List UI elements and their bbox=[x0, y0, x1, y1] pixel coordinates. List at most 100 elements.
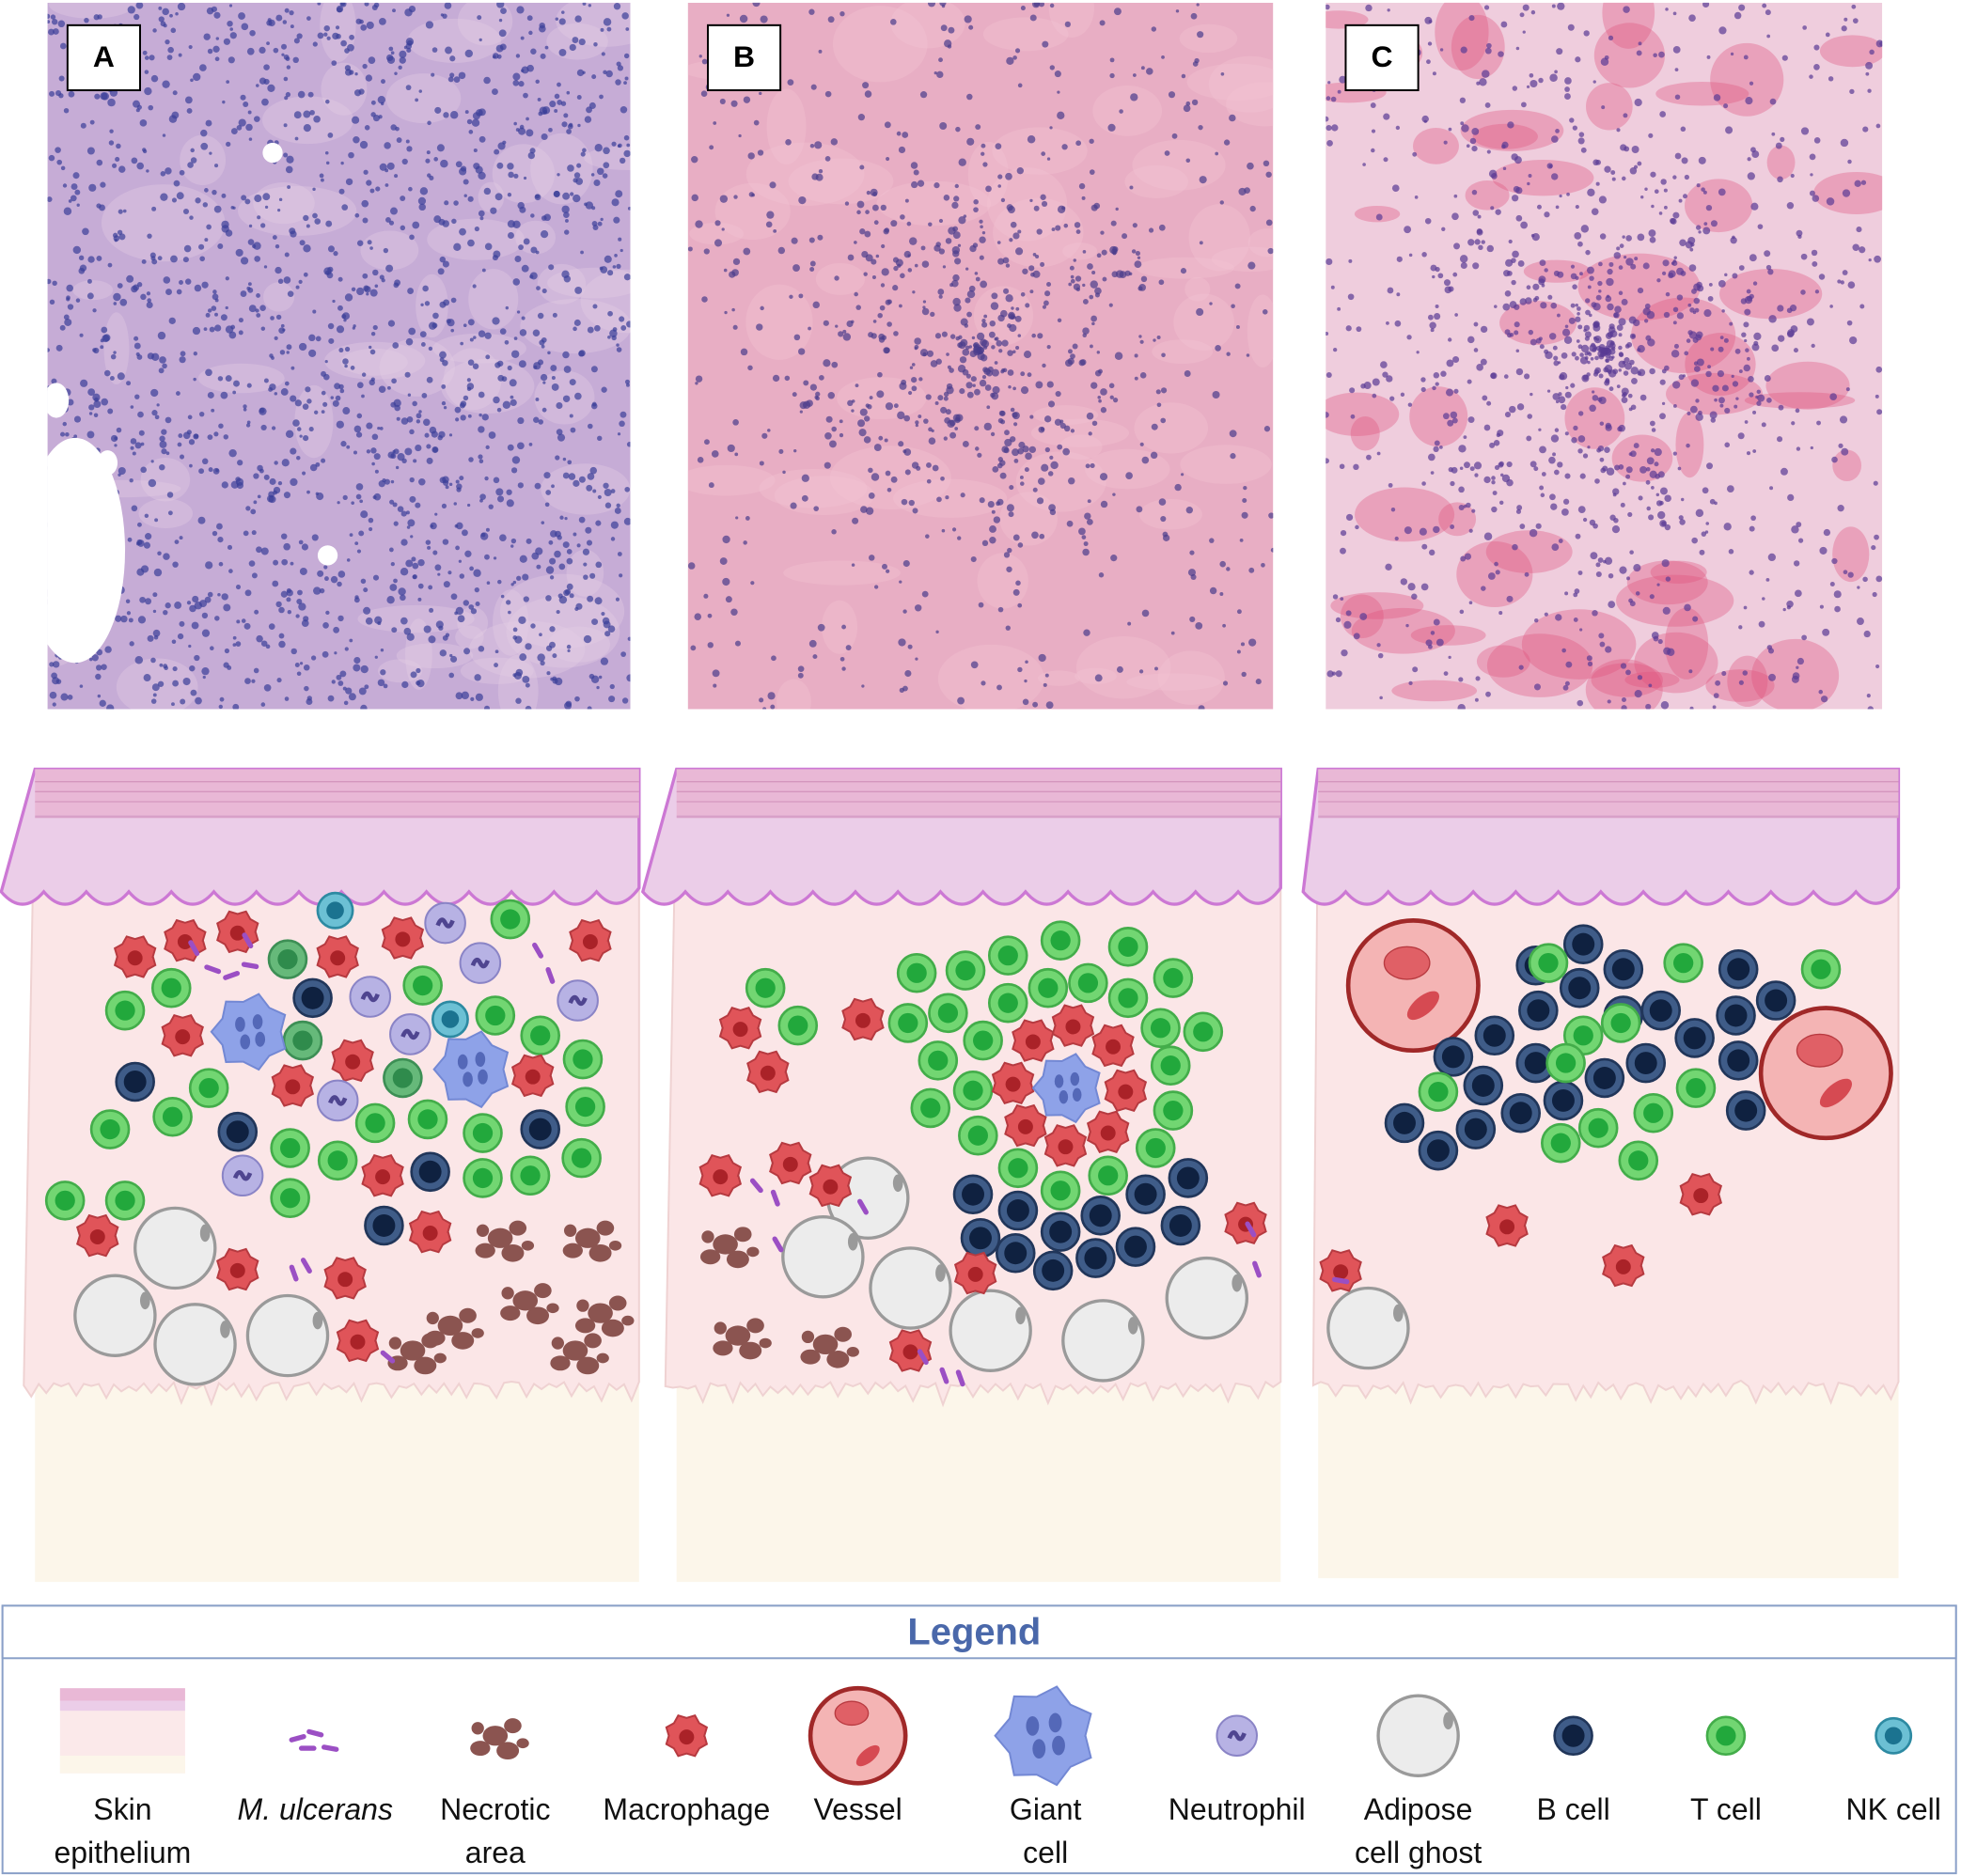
nucleus bbox=[1646, 310, 1655, 320]
nucleus bbox=[1580, 147, 1587, 153]
nucleus bbox=[370, 377, 375, 382]
nucleus bbox=[256, 634, 263, 643]
nucleus bbox=[861, 684, 865, 688]
macrophage-nucleus bbox=[713, 1169, 729, 1185]
nucleus bbox=[812, 301, 820, 309]
nucleus bbox=[930, 360, 938, 367]
nucleus bbox=[460, 414, 466, 421]
nucleus bbox=[1471, 508, 1476, 513]
nucleus bbox=[1579, 272, 1583, 276]
nucleus bbox=[1622, 361, 1626, 365]
nucleus bbox=[1719, 403, 1724, 408]
nucleus bbox=[122, 209, 127, 213]
nucleus bbox=[268, 19, 275, 27]
nucleus bbox=[1507, 121, 1514, 129]
nucleus bbox=[332, 32, 339, 40]
nucleus bbox=[1657, 510, 1666, 520]
nucleus bbox=[578, 516, 586, 524]
nucleus bbox=[517, 416, 525, 425]
b-cell-nucleus bbox=[1089, 1204, 1112, 1227]
nucleus bbox=[1596, 447, 1602, 453]
nucleus bbox=[1506, 478, 1514, 487]
nucleus bbox=[118, 233, 126, 241]
nucleus bbox=[847, 399, 854, 407]
nucleus bbox=[118, 209, 123, 214]
tissue bbox=[714, 182, 791, 241]
nucleus bbox=[958, 158, 966, 166]
nucleus bbox=[356, 549, 362, 554]
nucleus bbox=[1876, 409, 1883, 415]
nucleus bbox=[505, 305, 510, 310]
t-cell-nucleus bbox=[161, 977, 181, 998]
nucleus bbox=[1032, 701, 1039, 708]
nucleus bbox=[164, 665, 168, 671]
nucleus bbox=[514, 256, 522, 262]
nucleus bbox=[423, 418, 431, 427]
nucleus bbox=[1070, 353, 1075, 359]
nucleus bbox=[1083, 629, 1090, 636]
nucleus bbox=[336, 674, 342, 680]
nucleus bbox=[809, 266, 815, 272]
nucleus bbox=[1728, 549, 1734, 555]
nucleus bbox=[890, 476, 898, 483]
nucleus bbox=[1605, 646, 1612, 653]
nucleus bbox=[1196, 307, 1204, 316]
nucleus bbox=[1843, 570, 1848, 575]
nucleus bbox=[1561, 352, 1568, 359]
nucleus bbox=[522, 573, 529, 581]
nucleus bbox=[559, 515, 564, 520]
nucleus bbox=[878, 435, 884, 441]
nucleus bbox=[999, 472, 1007, 479]
nucleus bbox=[286, 589, 293, 597]
neutrophil-nucleus bbox=[435, 917, 455, 929]
nucleus bbox=[1738, 625, 1743, 630]
nucleus bbox=[267, 84, 275, 92]
nucleus bbox=[1522, 30, 1526, 34]
nucleus bbox=[782, 470, 786, 475]
nucleus bbox=[1766, 34, 1771, 39]
nucleus bbox=[346, 558, 351, 562]
nucleus bbox=[1553, 360, 1560, 367]
nucleus bbox=[290, 24, 294, 29]
nucleus bbox=[996, 501, 1001, 507]
b-cell-nucleus bbox=[1004, 1242, 1028, 1265]
nucleus bbox=[1185, 158, 1191, 164]
t-cell-nucleus bbox=[1145, 1137, 1166, 1159]
nucleus bbox=[381, 79, 385, 85]
nucleus bbox=[385, 216, 391, 223]
nucleus bbox=[771, 655, 777, 662]
nucleus bbox=[1078, 359, 1086, 367]
nucleus bbox=[1400, 578, 1408, 586]
nucleus bbox=[590, 402, 598, 410]
adipose-ghost bbox=[1326, 1286, 1410, 1370]
nucleus bbox=[201, 458, 209, 465]
nucleus bbox=[1496, 432, 1501, 438]
nucleus bbox=[211, 6, 218, 12]
nucleus bbox=[386, 162, 395, 170]
nucleus bbox=[428, 635, 436, 644]
nucleus bbox=[600, 217, 604, 222]
nucleus bbox=[344, 293, 353, 302]
nucleus bbox=[395, 126, 400, 132]
nucleus bbox=[562, 395, 571, 403]
nucleus bbox=[884, 438, 888, 443]
nucleus bbox=[1599, 421, 1605, 426]
nucleus bbox=[1012, 350, 1016, 354]
nucleus bbox=[538, 419, 544, 425]
nucleus bbox=[281, 459, 290, 467]
nucleus bbox=[1347, 293, 1355, 301]
nucleus bbox=[1091, 270, 1096, 275]
nucleus bbox=[1618, 333, 1623, 337]
nucleus bbox=[1476, 364, 1483, 371]
nucleus bbox=[857, 419, 866, 428]
nucleus bbox=[499, 328, 507, 335]
nucleus bbox=[881, 563, 887, 570]
nucleus bbox=[292, 419, 300, 427]
nucleus bbox=[59, 42, 67, 50]
nucleus bbox=[1663, 205, 1668, 210]
nucleus bbox=[157, 551, 162, 556]
nucleus bbox=[1454, 313, 1458, 317]
nucleus bbox=[1040, 261, 1045, 267]
nucleus bbox=[1348, 258, 1353, 263]
